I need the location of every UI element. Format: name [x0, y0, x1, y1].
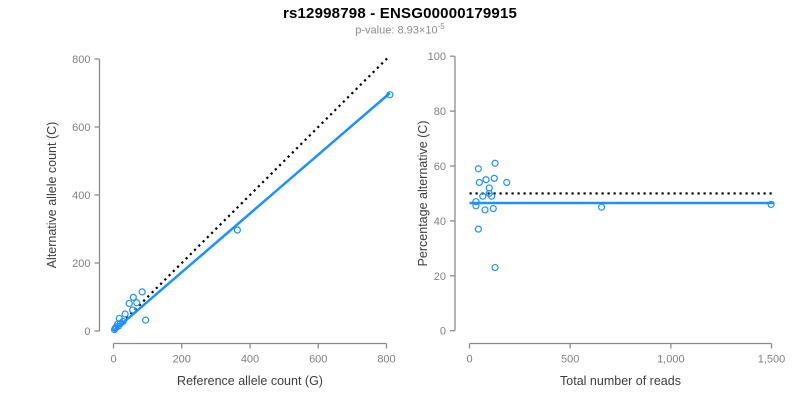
- data-point: [767, 200, 775, 209]
- data-point: [474, 165, 482, 173]
- y-tick-label: 400: [72, 190, 90, 202]
- y-tick-label: 40: [434, 216, 446, 228]
- x-axis-title: Total number of reads: [560, 374, 681, 388]
- y-tick-label: 100: [428, 51, 446, 63]
- data-point: [488, 192, 496, 200]
- pvalue-subtitle: p-value: 8.93×10-5: [0, 22, 800, 37]
- data-point: [490, 174, 498, 182]
- x-tick-label: 0: [466, 354, 472, 366]
- data-point: [475, 178, 483, 187]
- y-tick-label: 80: [434, 106, 446, 118]
- data-point: [472, 198, 480, 206]
- x-tick-label: 800: [377, 354, 395, 366]
- data-point: [121, 310, 129, 318]
- y-tick-label: 0: [440, 326, 446, 338]
- x-tick-label: 200: [173, 354, 191, 366]
- x-tick-label: 1,500: [758, 354, 786, 366]
- y-tick-label: 800: [72, 54, 90, 66]
- x-tick-label: 400: [241, 354, 259, 366]
- data-point: [479, 192, 487, 200]
- y-tick-label: 60: [434, 161, 446, 173]
- y-tick-label: 600: [72, 122, 90, 134]
- data-point: [491, 159, 499, 167]
- y-tick-label: 0: [84, 326, 90, 338]
- data-point: [129, 306, 137, 314]
- page-title: rs12998798 - ENSG00000179915: [282, 5, 518, 22]
- data-point: [482, 176, 490, 184]
- data-point: [597, 203, 606, 211]
- pvalue-mantissa: 8.93: [397, 24, 419, 37]
- y-axis-title: Percentage alternative (C): [416, 120, 430, 266]
- identity-line: [112, 56, 389, 332]
- y-tick-label: 200: [72, 258, 90, 270]
- x-tick-label: 0: [110, 354, 116, 366]
- x-axis-title: Reference allele count (G): [177, 374, 323, 388]
- data-point: [481, 206, 489, 214]
- y-axis-title: Alternative allele count (C): [45, 122, 59, 269]
- x-tick-label: 600: [309, 354, 327, 366]
- pvalue-base: 10: [425, 24, 438, 37]
- pvalue-exponent: -5: [437, 22, 445, 31]
- y-tick-label: 20: [434, 271, 446, 283]
- pvalue-times-sign: ×: [418, 24, 426, 37]
- data-point: [386, 91, 394, 99]
- data-point: [141, 316, 150, 324]
- data-point: [129, 293, 137, 301]
- data-point: [474, 225, 482, 233]
- pvalue-label: p-value:: [355, 24, 395, 37]
- x-tick-label: 500: [561, 354, 579, 366]
- data-point: [489, 204, 497, 213]
- data-point: [491, 263, 499, 272]
- data-point: [138, 288, 146, 296]
- data-point: [110, 326, 119, 334]
- data-point: [133, 299, 141, 307]
- x-tick-label: 1,000: [657, 354, 685, 366]
- data-point: [125, 299, 133, 308]
- fit-line: [112, 92, 391, 332]
- data-point: [233, 226, 241, 234]
- data-point: [472, 202, 480, 210]
- data-point: [503, 178, 511, 187]
